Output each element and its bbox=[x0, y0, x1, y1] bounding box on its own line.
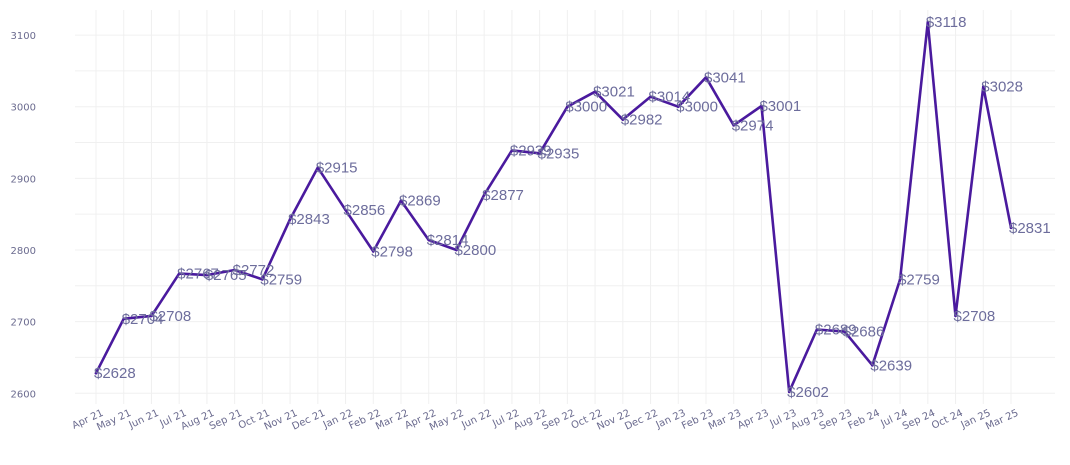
data-point bbox=[760, 104, 763, 108]
data-label: $2877 bbox=[482, 187, 524, 204]
data-label: $2939 bbox=[510, 142, 552, 159]
data-label: $2767 bbox=[177, 266, 219, 283]
x-tick-label: Feb 24 bbox=[847, 408, 882, 432]
data-label: $2689 bbox=[815, 321, 857, 338]
data-point bbox=[288, 217, 292, 221]
x-tick-label: Apr 23 bbox=[736, 408, 771, 432]
data-label: $2843 bbox=[288, 211, 330, 228]
data-point bbox=[954, 314, 957, 318]
data-label: $2798 bbox=[371, 243, 413, 260]
data-point bbox=[621, 118, 625, 121]
data-label: $3021 bbox=[593, 84, 635, 101]
data-point bbox=[261, 278, 264, 281]
data-label: $2915 bbox=[316, 160, 358, 177]
data-point bbox=[150, 314, 153, 318]
data-point bbox=[538, 151, 541, 155]
data-point bbox=[843, 330, 846, 333]
data-point bbox=[566, 105, 569, 109]
grid-lines bbox=[75, 10, 1055, 404]
y-tick-label: 2700 bbox=[11, 318, 36, 329]
data-label: $2974 bbox=[732, 117, 774, 134]
data-point bbox=[926, 20, 930, 24]
y-tick-label: 2800 bbox=[11, 246, 36, 257]
data-label: $2831 bbox=[1009, 220, 1051, 237]
data-point bbox=[399, 199, 403, 202]
x-tick-label: Jun 22 bbox=[459, 408, 493, 432]
data-point bbox=[593, 90, 597, 93]
data-point bbox=[1009, 226, 1013, 230]
data-label: $3014 bbox=[649, 89, 691, 106]
data-label: $2708 bbox=[954, 308, 996, 325]
data-point bbox=[371, 250, 375, 253]
data-label: $3000 bbox=[676, 99, 718, 116]
y-tick-label: 2900 bbox=[11, 174, 36, 185]
data-labels: $2628$2704$2708$2767$2765$2772$2759$2843… bbox=[94, 14, 1051, 401]
data-point bbox=[122, 317, 126, 321]
data-point bbox=[482, 193, 486, 197]
data-label: $2772 bbox=[233, 262, 275, 279]
price-series bbox=[94, 20, 1013, 394]
data-point bbox=[510, 149, 514, 152]
data-label: $2935 bbox=[538, 145, 580, 162]
data-label: $3028 bbox=[981, 79, 1023, 96]
data-point bbox=[981, 85, 985, 88]
data-point bbox=[787, 390, 791, 394]
data-label: $2869 bbox=[399, 193, 441, 210]
x-tick-label: Jun 21 bbox=[127, 408, 161, 432]
data-label: $2800 bbox=[454, 242, 496, 259]
data-label: $2639 bbox=[870, 357, 912, 374]
data-label: $3001 bbox=[759, 98, 801, 115]
data-label: $3118 bbox=[926, 14, 967, 31]
data-label: $2708 bbox=[149, 308, 191, 325]
data-point bbox=[316, 166, 320, 169]
y-tick-label: 3100 bbox=[11, 31, 36, 42]
data-label: $2759 bbox=[898, 271, 940, 288]
data-label: $2628 bbox=[94, 365, 136, 382]
y-tick-label: 2600 bbox=[11, 389, 36, 400]
data-point bbox=[649, 95, 652, 98]
series-line bbox=[94, 20, 1013, 394]
data-point bbox=[898, 278, 902, 281]
data-label: $2856 bbox=[344, 202, 386, 219]
data-label: $3041 bbox=[704, 69, 746, 86]
data-label: $2686 bbox=[843, 324, 885, 341]
data-point bbox=[871, 364, 874, 367]
data-point bbox=[427, 238, 431, 242]
data-point bbox=[815, 328, 819, 331]
data-label: $2814 bbox=[427, 232, 469, 249]
data-label: $2982 bbox=[621, 112, 663, 129]
data-point bbox=[704, 76, 708, 79]
data-point bbox=[344, 208, 347, 212]
data-point bbox=[177, 272, 181, 275]
data-label: $2704 bbox=[122, 311, 164, 328]
y-axis: 2600 2700 2800 2900 3000 3100 bbox=[11, 31, 36, 400]
data-point bbox=[732, 124, 736, 127]
data-point bbox=[94, 371, 98, 375]
data-label: $2759 bbox=[260, 271, 302, 288]
data-label: $3000 bbox=[565, 99, 607, 116]
data-point bbox=[205, 273, 209, 277]
y-tick-label: 3000 bbox=[11, 103, 36, 114]
data-point bbox=[676, 105, 680, 109]
x-tick-label: Oct 24 bbox=[930, 408, 965, 432]
data-point bbox=[233, 268, 236, 272]
data-label: $2765 bbox=[205, 267, 247, 284]
data-label: $2602 bbox=[787, 384, 829, 401]
data-point bbox=[455, 248, 458, 252]
